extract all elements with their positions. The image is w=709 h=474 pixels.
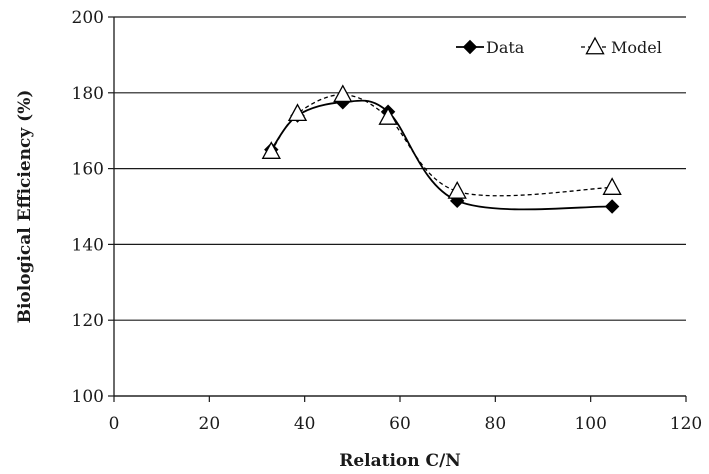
point-model: [333, 84, 353, 103]
x-tick-label: 60: [389, 414, 411, 434]
legend-marker-data: [462, 39, 478, 55]
x-tick-labels: 0 20 40 60 80 100 120: [109, 414, 703, 434]
point-data: [604, 199, 620, 214]
y-tick-label: 200: [72, 8, 104, 28]
legend-label-data: Data: [486, 38, 525, 57]
series-line-data: [270, 99, 613, 211]
point-model: [261, 141, 281, 159]
y-tick-label: 120: [72, 311, 104, 331]
x-tick-label: 40: [294, 414, 316, 434]
axes: [108, 16, 687, 402]
y-axis-title: Biological Efficiency (%): [15, 90, 35, 324]
x-axis-title: Relation C/N: [339, 451, 461, 471]
series-line-model: [270, 94, 613, 197]
y-tick-label: 140: [72, 235, 104, 255]
point-model: [602, 177, 622, 195]
y-tick-label: 160: [72, 160, 104, 180]
x-tick-label: 20: [199, 414, 221, 434]
legend-marker-model: [585, 36, 605, 55]
legend-label-model: Model: [611, 38, 662, 57]
series: [261, 84, 622, 214]
point-model: [378, 107, 398, 125]
y-tick-labels: 100 120 140 160 180 200: [72, 8, 104, 407]
x-tick-label: 100: [574, 414, 606, 434]
legend: Data Model: [456, 36, 662, 57]
x-tick-label: 0: [109, 414, 120, 434]
y-tick-label: 100: [72, 387, 104, 407]
x-tick-label: 120: [670, 414, 702, 434]
point-model: [447, 180, 467, 199]
x-tick-label: 80: [485, 414, 507, 434]
y-tick-label: 180: [72, 84, 104, 104]
point-model: [287, 103, 308, 122]
